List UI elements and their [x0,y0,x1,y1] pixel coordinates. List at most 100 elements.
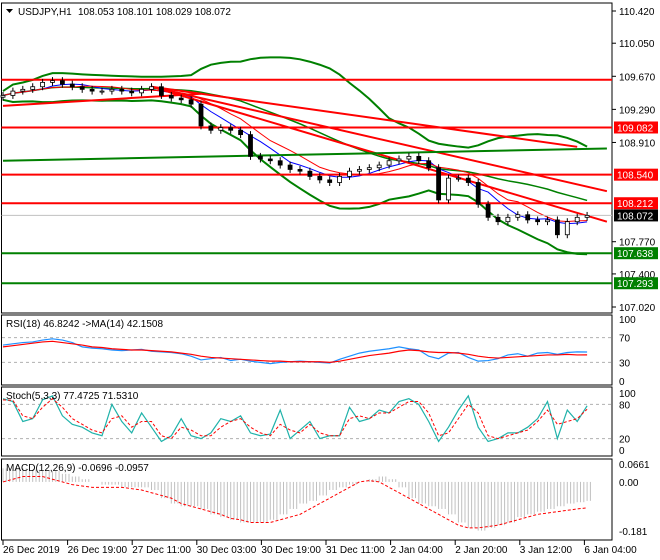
bear-candle [228,127,234,131]
bull-candle [574,216,580,223]
price-badge [614,247,658,260]
time-tick-label: 26 Dec 2019 [3,545,60,556]
bull-candle [406,155,412,160]
time-tick-label: 2 Jan 04:00 [391,545,444,556]
bull-candle [40,81,45,88]
bull-candle [20,88,26,92]
price-badge [614,121,658,134]
indicator-plot-area [1,386,613,457]
price-tick-label: 110.420 [619,7,655,18]
indicator-tick-label: 0 [619,446,625,457]
bollinger-upper-band [2,56,588,149]
price-tick-label: 107.770 [619,238,656,249]
trend-line [151,85,608,193]
bear-candle [267,158,273,162]
bear-candle [238,129,244,136]
bear-candle [426,160,432,169]
indicator-tick-label: -0.181 [619,527,648,538]
trend-line [151,85,578,148]
bull-candle [10,90,16,96]
bull-candle [50,80,55,83]
trend-line [2,147,607,162]
bear-candle [485,203,491,218]
bull-candle [366,167,372,170]
price-badge-label: 109.082 [617,123,654,134]
bear-candle [158,86,164,96]
time-tick-label: 3 Jan 12:00 [520,545,573,556]
bear-candle [327,179,333,183]
bull-candle [109,88,115,92]
bear-candle [525,214,531,221]
bear-candle [317,176,323,181]
price-badge [614,209,658,222]
bull-candle [515,214,521,218]
bear-candle [60,80,65,85]
bull-candle [396,158,402,162]
price-tick-label: 107.020 [619,303,656,314]
bull-candle [99,90,105,93]
bull-candle [30,86,36,90]
bull-candle [505,216,511,223]
bear-candle [69,83,75,88]
price-badge [614,277,658,290]
bear-candle [129,90,135,94]
indicator-tick-label: 20 [619,435,631,446]
dropdown-triangle-icon[interactable] [6,9,13,13]
bear-candle [287,164,293,170]
bear-candle [277,160,283,166]
price-tick-label: 110.050 [619,39,655,50]
indicator-tick-label: 100 [619,315,636,326]
chart-header: USDJPY,H1 108.053 108.101 108.029 108.07… [6,7,231,18]
bear-candle [475,182,481,205]
bear-candle [465,177,471,183]
price-panel[interactable]: 110.420 110.050 109.670 109.290 108.910 107.7… [0,2,658,314]
bull-candle [386,160,392,166]
bull-candle [0,95,6,98]
indicator-panels: 100 70 30 0 RSI(18) 46.8242 ->MA(14) 42.1508… [1,314,650,541]
macd-panel: 0.0661 0.00 -0.181 MACD(12,26,9) -0.0696 -0… [1,458,650,541]
bear-candle [178,97,184,101]
indicator-label: MACD(12,26,9) -0.0696 -0.0957 [6,463,149,474]
bull-candle [139,88,145,94]
indicator-series-signal [2,476,588,529]
time-tick-label: 26 Dec 19:00 [68,545,128,556]
indicator-tick-label: 80 [619,400,631,411]
price-badge-label: 108.212 [617,199,654,210]
bull-candle [356,169,362,172]
bear-candle [297,169,303,172]
time-tick-label: 27 Dec 11:00 [132,545,191,556]
price-tick-label: 108.910 [619,138,656,149]
price-badge-label: 108.540 [617,171,654,182]
bull-candle [347,170,352,177]
indicator-tick-label: 30 [619,358,631,369]
time-tick-label: 31 Dec 11:00 [326,545,385,556]
price-tick-label: 107.400 [619,270,656,281]
bear-candle [248,134,253,157]
indicator-label: RSI(18) 46.8242 ->MA(14) 42.1508 [6,319,163,330]
bear-candle [119,88,125,92]
indicator-tick-label: 0.00 [619,478,639,489]
bull-candle [564,221,570,236]
price-badge-label: 107.638 [617,249,654,260]
indicator-label: Stoch(5,3,3) 77.4725 71.5310 [6,391,139,402]
bear-candle [495,216,501,223]
bull-candle [455,177,461,180]
time-axis: 26 Dec 2019 26 Dec 19:00 27 Dec 11:00 30 De… [2,540,637,556]
moving-average-fast [2,83,588,225]
trend-line [151,85,608,223]
bear-candle [416,155,422,162]
price-badge [614,168,658,181]
price-tick-label: 109.670 [619,72,656,83]
indicator-tick-label: 0.0661 [619,460,650,471]
time-tick-label: 30 Dec 19:00 [261,545,321,556]
trend-line [2,92,202,107]
price-badge [614,197,658,210]
indicator-tick-label: 0 [619,377,625,388]
bull-candle [218,127,224,131]
indicator-plot-area [1,314,613,386]
time-tick-label: 6 Jan 04:00 [584,545,637,556]
bear-candle [535,219,540,223]
time-tick-label: 2 Jan 20:00 [455,545,508,556]
